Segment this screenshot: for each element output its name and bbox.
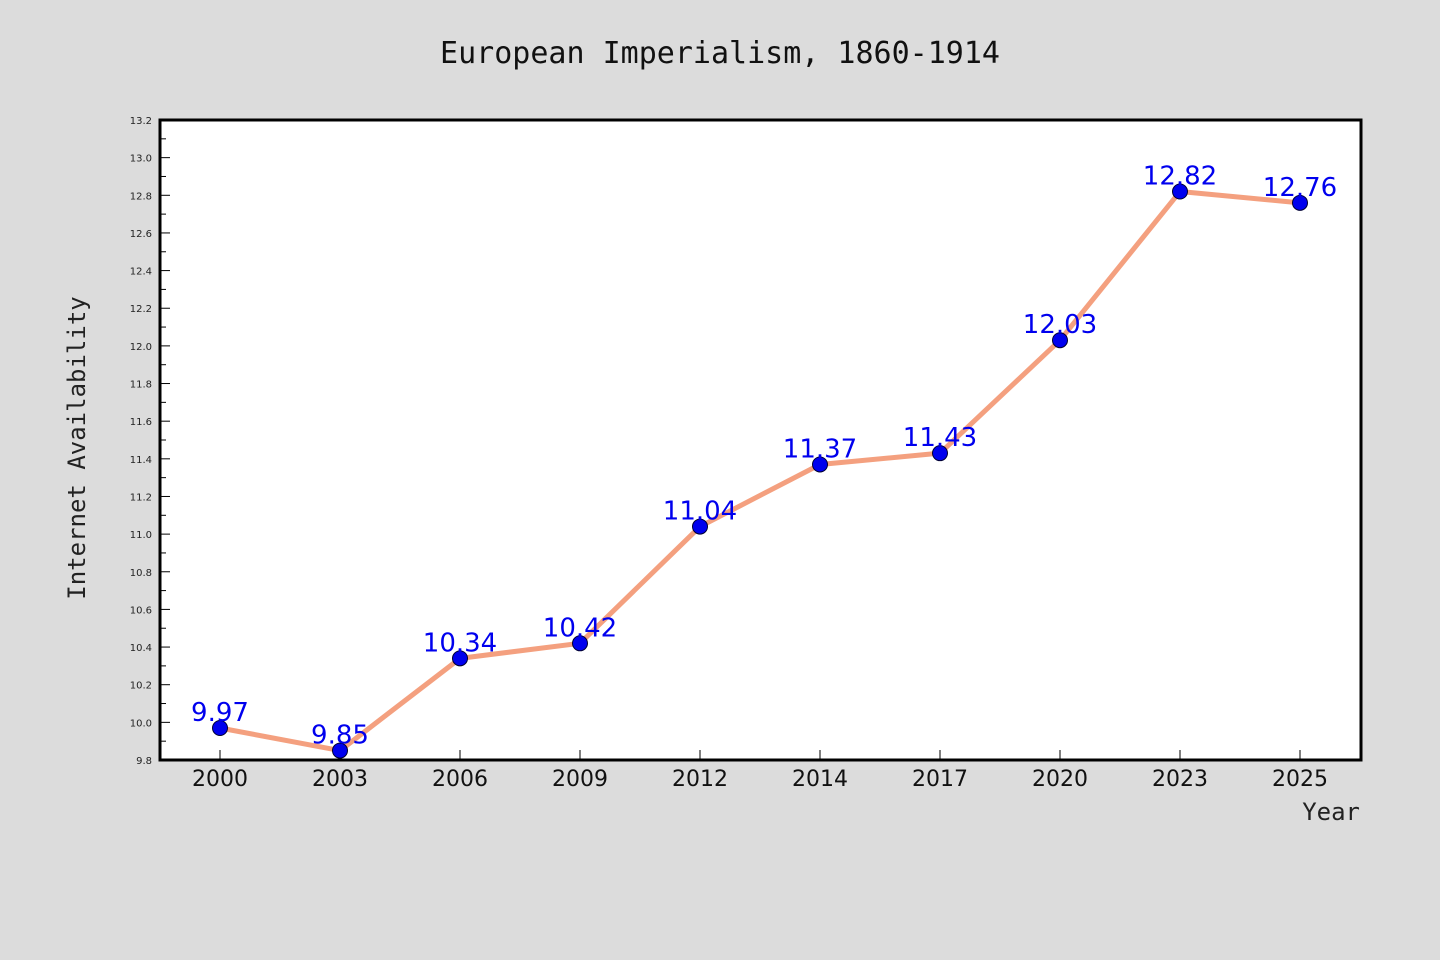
- x-tick-label: 2009: [552, 767, 608, 792]
- data-point: [932, 445, 948, 462]
- series-line: [217, 189, 1303, 754]
- data-point: [692, 518, 708, 535]
- x-tick-label: 2020: [1032, 767, 1088, 792]
- data-label: 12.76: [1263, 173, 1337, 203]
- y-tick-label: 13.2: [130, 116, 152, 127]
- y-tick-label: 10.6: [130, 605, 152, 616]
- data-label: 12.82: [1143, 162, 1217, 192]
- data-point: [1172, 183, 1188, 200]
- plot-area: [158, 118, 1363, 762]
- data-point: [452, 650, 468, 667]
- x-axis: 2000 2003 2006 2009 2012 2014 2017 2020 2023 2025: [192, 750, 1328, 792]
- data-point: [1052, 332, 1068, 349]
- y-tick-label: 11.4: [130, 455, 152, 466]
- y-tick-label: 11.2: [130, 492, 152, 503]
- data-point: [332, 742, 348, 759]
- y-tick-label: 12.0: [130, 342, 152, 353]
- x-axis-label: Year: [1302, 798, 1360, 826]
- data-point: [812, 456, 828, 473]
- y-tick-label: 12.8: [130, 191, 152, 202]
- y-tick-label: 13.0: [130, 154, 152, 165]
- data-label: 9.85: [311, 721, 369, 751]
- y-tick-label: 12.4: [130, 267, 152, 278]
- y-tick-label: 12.6: [130, 229, 152, 240]
- data-label: 11.04: [663, 497, 737, 527]
- y-tick-label: 10.0: [130, 718, 152, 729]
- x-tick-label: 2006: [432, 767, 488, 792]
- data-label: 10.42: [543, 613, 617, 643]
- series-layer: 9.97 9.85 10.34 10.42 11.04 11.37 11.43 12.03 12…: [191, 162, 1337, 759]
- data-label: 9.97: [191, 698, 249, 728]
- y-tick-label: 12.2: [130, 304, 152, 315]
- y-tick-label: 10.4: [130, 643, 152, 654]
- x-tick-label: 2000: [192, 767, 248, 792]
- x-tick-label: 2012: [672, 767, 728, 792]
- data-point: [212, 720, 228, 736]
- y-tick-label: 11.0: [130, 530, 152, 541]
- y-tick-label: 10.2: [130, 681, 152, 692]
- x-tick-label: 2023: [1152, 767, 1208, 792]
- x-tick-label: 2017: [912, 767, 968, 792]
- data-label: 11.43: [903, 423, 977, 453]
- data-point: [572, 635, 588, 652]
- data-label: 10.34: [423, 628, 497, 658]
- data-label: 12.03: [1023, 310, 1097, 340]
- x-tick-label: 2003: [312, 767, 368, 792]
- data-label: 11.37: [783, 434, 857, 464]
- y-tick-label: 11.8: [130, 380, 152, 391]
- data-point: [1292, 194, 1308, 211]
- y-tick-label: 9.8: [136, 756, 152, 767]
- y-tick-label: 11.6: [130, 417, 152, 428]
- x-tick-label: 2025: [1272, 767, 1328, 792]
- y-axis: 9.8 10.0 10.2 10.4 10.6 10.8 11.0 11.2 11.4 11.6 1…: [130, 116, 170, 767]
- x-tick-label: 2014: [792, 767, 848, 792]
- chart-title: European Imperialism, 1860-1914: [440, 36, 1000, 71]
- y-axis-label: Internet Availability: [63, 296, 91, 599]
- y-tick-label: 10.8: [130, 568, 152, 579]
